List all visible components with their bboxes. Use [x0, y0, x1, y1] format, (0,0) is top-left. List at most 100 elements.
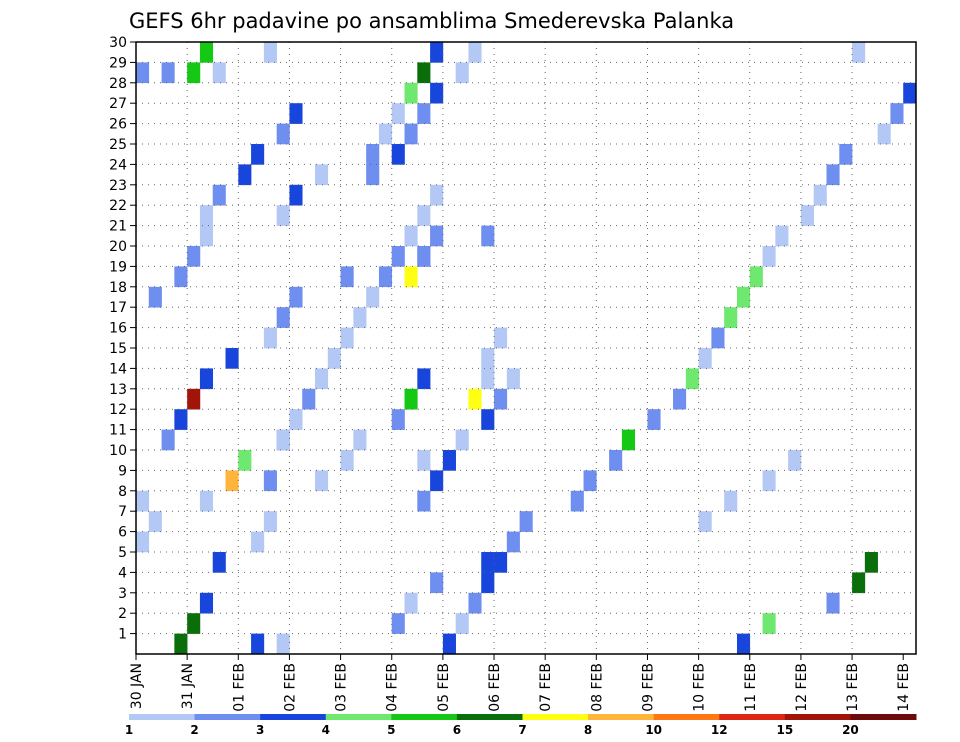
legend-label: 10 [645, 723, 662, 737]
y-tick-label: 18 [109, 280, 127, 296]
data-cell [762, 246, 776, 267]
x-tick-label: 05 FEB [436, 663, 452, 712]
legend-swatch [522, 714, 589, 720]
data-cell [276, 123, 290, 145]
x-tick-label: 12 FEB [794, 663, 810, 712]
y-tick-label: 19 [109, 259, 127, 275]
legend-label: 6 [453, 723, 461, 737]
x-tick-label: 02 FEB [282, 663, 298, 712]
data-cell [404, 123, 418, 145]
data-cell [263, 327, 277, 349]
data-cell [263, 42, 277, 63]
data-cell [315, 368, 329, 390]
legend-swatch [784, 714, 851, 720]
y-tick-label: 17 [109, 300, 127, 316]
data-cell [174, 409, 188, 430]
data-cell [148, 286, 162, 308]
y-tick-label: 14 [109, 361, 127, 377]
legend-swatch [325, 714, 392, 720]
data-cell [417, 103, 431, 124]
data-cell [417, 450, 431, 471]
data-cell [583, 470, 597, 492]
data-cell [417, 205, 431, 226]
data-cell [391, 144, 405, 165]
data-cell [199, 368, 214, 390]
data-cell [199, 490, 214, 512]
data-cell [391, 409, 405, 430]
data-cell [903, 82, 917, 104]
y-tick-label: 23 [109, 178, 127, 194]
data-cell [366, 286, 380, 308]
data-cell [161, 429, 175, 451]
data-cell [852, 42, 866, 63]
y-tick-label: 1 [118, 627, 127, 643]
x-tick-label: 30 JAN [129, 663, 145, 709]
data-cell [468, 42, 482, 63]
gridlines [136, 42, 916, 654]
y-tick-label: 26 [109, 117, 127, 133]
y-axis: 1234567891011121314151617181920212223242… [109, 35, 136, 643]
data-cell [711, 327, 725, 349]
data-cell [199, 592, 214, 614]
y-tick-label: 21 [109, 219, 127, 235]
data-cell [724, 490, 738, 512]
data-cell [762, 613, 776, 634]
data-cell [263, 470, 277, 492]
data-cell [494, 327, 508, 349]
data-cell [430, 184, 444, 206]
data-cell [315, 470, 329, 492]
data-cell [199, 205, 214, 226]
y-tick-label: 22 [109, 198, 127, 214]
data-cell [276, 429, 290, 451]
y-tick-label: 29 [109, 55, 127, 71]
legend-label: 3 [256, 723, 264, 737]
data-cell [289, 184, 303, 206]
y-tick-label: 11 [109, 423, 127, 439]
x-tick-label: 04 FEB [385, 663, 401, 712]
data-cell [481, 225, 495, 247]
data-cell [212, 552, 226, 573]
x-tick-label: 07 FEB [538, 663, 554, 712]
data-cell [762, 470, 776, 492]
x-axis: 30 JAN 31 JAN 01 FEB 02 FEB 03 FEB 04 FEB 05 F… [129, 654, 912, 712]
data-cell [442, 450, 456, 471]
data-cell [890, 103, 904, 124]
legend-swatch [456, 714, 523, 720]
data-cell [826, 592, 840, 614]
y-tick-label: 27 [109, 96, 127, 112]
data-cell [430, 225, 444, 247]
data-cell [852, 572, 866, 594]
legend-swatch [194, 714, 261, 720]
legend-swatch [588, 714, 655, 720]
data-cell [404, 388, 418, 410]
data-cell [199, 225, 214, 247]
data-cell [391, 613, 405, 634]
data-cell [289, 409, 303, 430]
data-cell [813, 184, 827, 206]
y-tick-label: 24 [109, 157, 127, 173]
data-cell [212, 184, 226, 206]
data-cell [251, 144, 265, 165]
data-cell [570, 490, 584, 512]
data-cell [315, 164, 329, 186]
data-cell [136, 490, 150, 512]
data-cell [468, 388, 482, 410]
data-cell [404, 225, 418, 247]
data-cell [199, 42, 214, 63]
data-cell [468, 592, 482, 614]
legend-label: 2 [190, 723, 198, 737]
data-cell [187, 62, 201, 84]
x-tick-label: 14 FEB [896, 663, 912, 712]
legend-label: 7 [518, 723, 526, 737]
data-cell [212, 62, 226, 84]
data-cell [404, 82, 418, 104]
data-cell [430, 470, 444, 492]
data-cell [494, 388, 508, 410]
data-cell [417, 490, 431, 512]
data-cell [353, 307, 367, 328]
data-cell [289, 103, 303, 124]
data-cell [276, 205, 290, 226]
legend-swatch [850, 714, 917, 720]
legend-swatch [260, 714, 327, 720]
data-cell [442, 633, 456, 655]
